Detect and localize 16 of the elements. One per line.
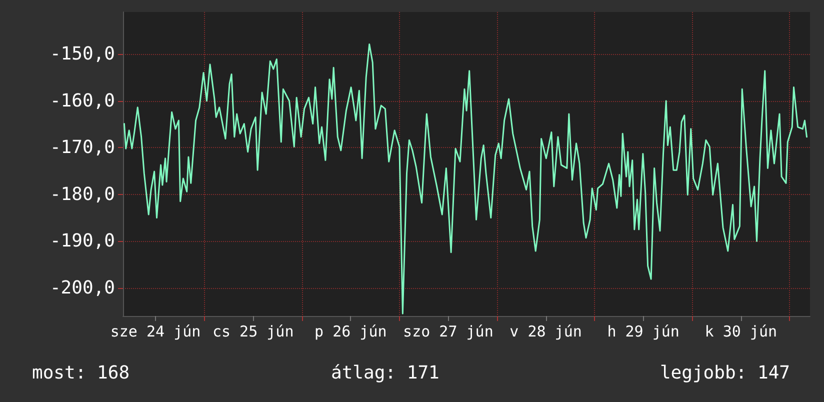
x-tick-label: sze 24 jún [110,322,201,340]
text: átlag: 171 [331,362,440,384]
y-tick-label: -160,0 [50,90,115,112]
y-tick-label: -180,0 [50,184,115,205]
x-tick-label: p 26 jún [314,322,387,340]
y-tick-label: -150,0 [50,44,115,65]
y-tick-label: -190,0 [50,230,115,252]
x-tick-label: szo 27 jún [403,322,494,340]
x-tick-label: k 30 jún [704,322,778,340]
y-tick-label: -170,0 [50,137,115,158]
text: legjobb: 147 [660,362,790,384]
x-tick-label: cs 25 jún [212,322,294,340]
x-tick-label: v 28 jún [510,322,582,340]
text: most: 168 [32,362,130,384]
y-tick-label: -200,0 [50,277,115,298]
x-tick-label: h 29 jún [607,322,680,340]
